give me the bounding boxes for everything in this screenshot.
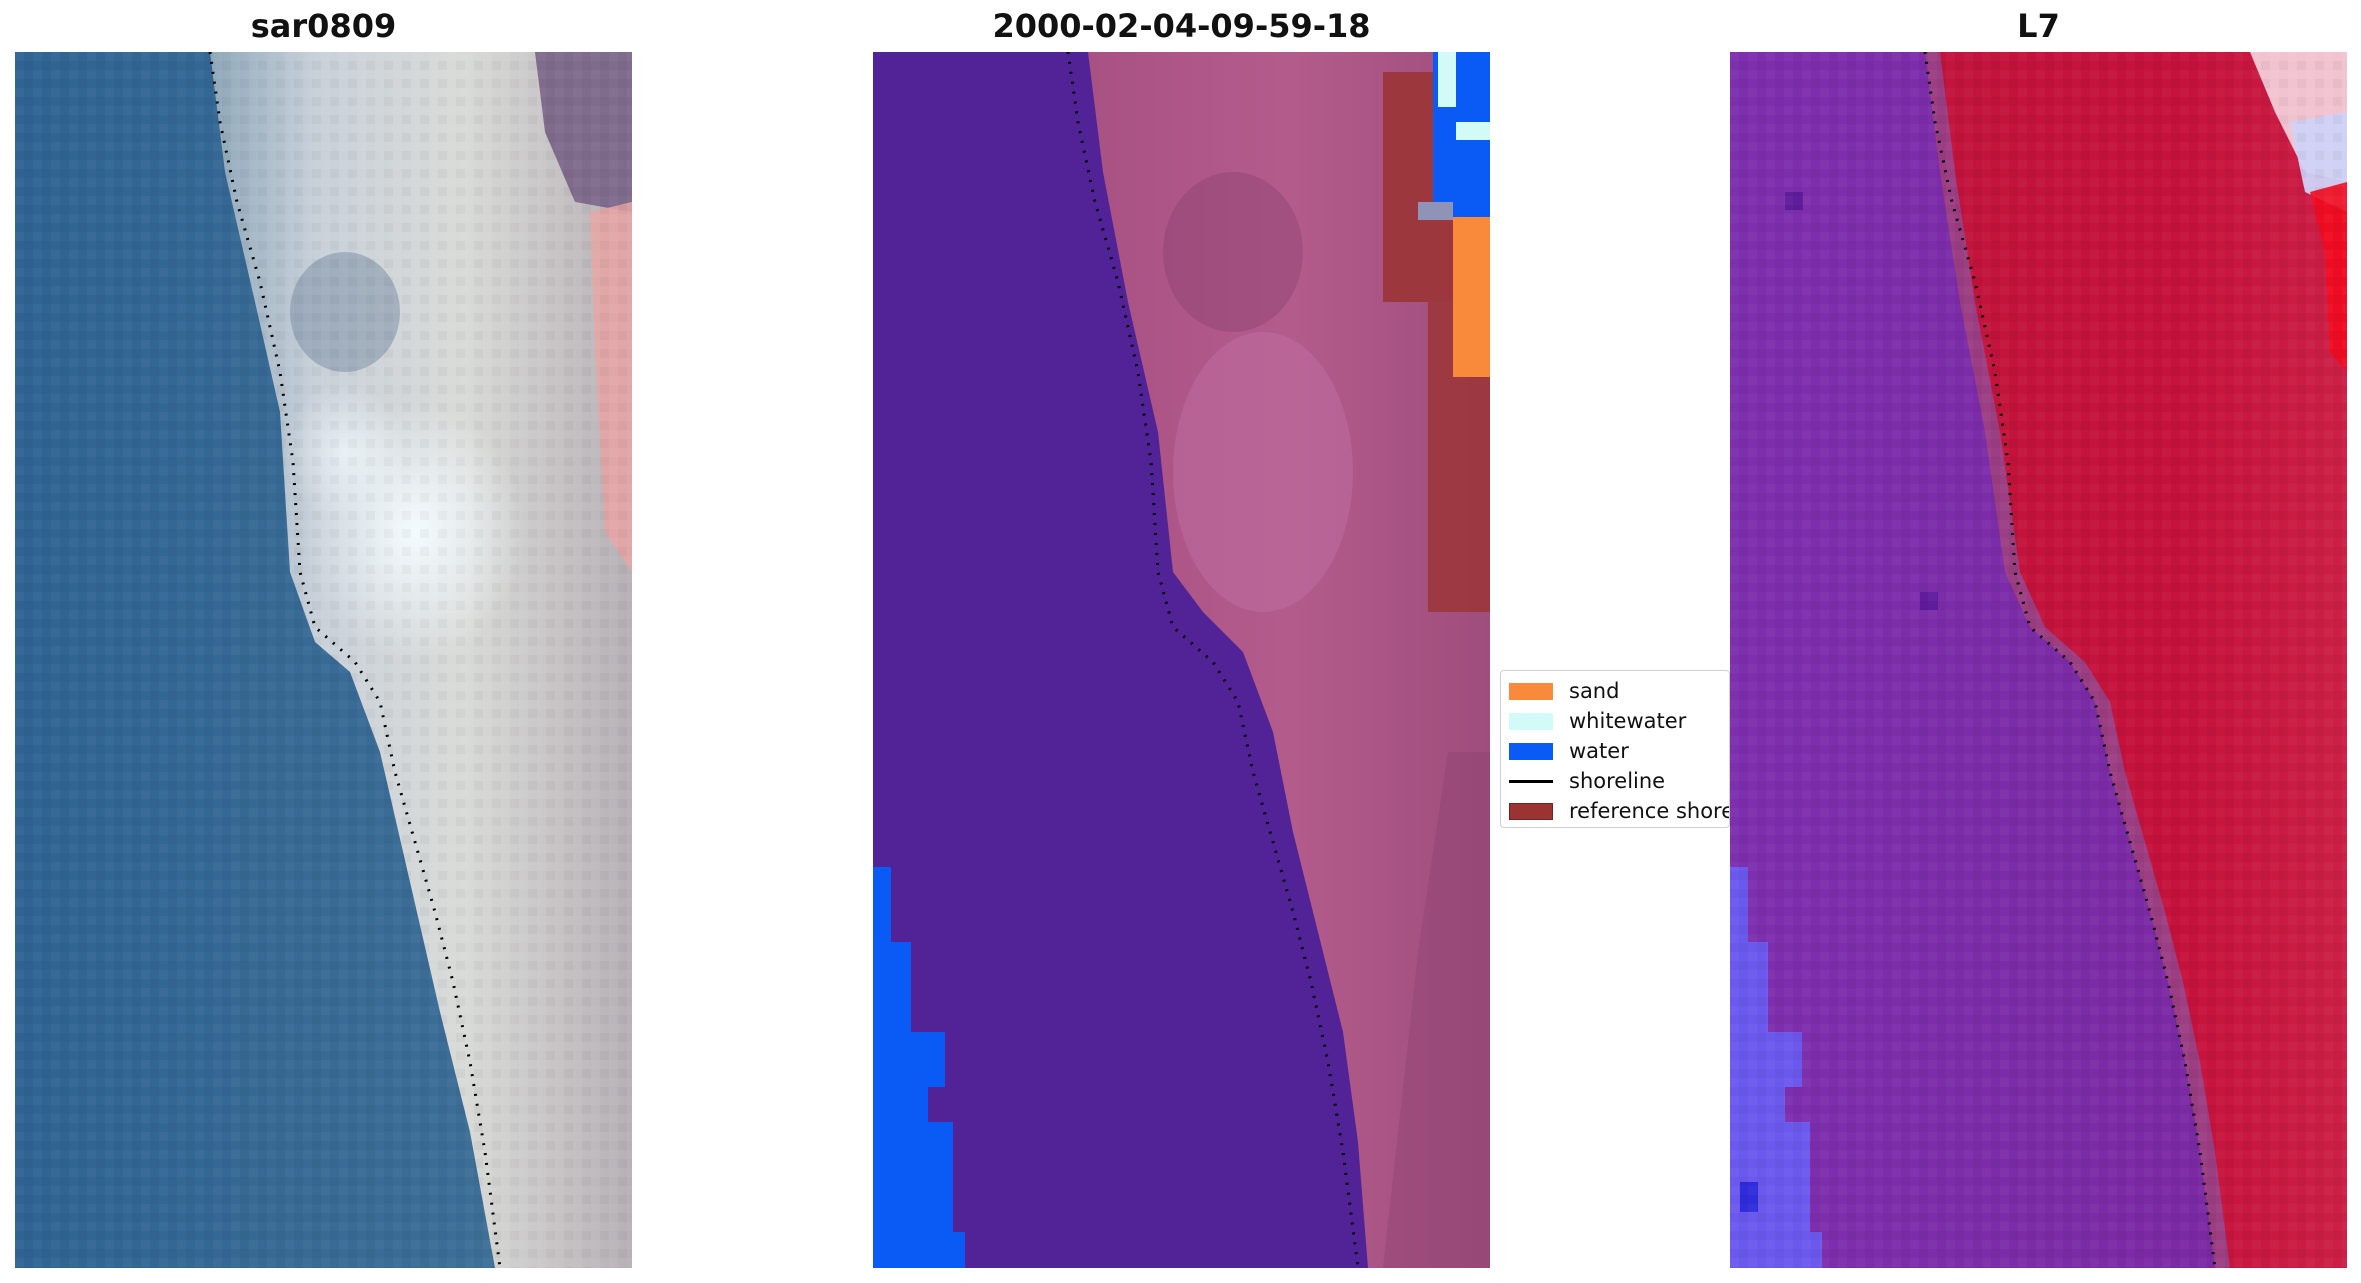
legend-label: shoreline [1569, 769, 1666, 793]
whitewater-swatch [1509, 712, 1553, 730]
legend-item-water: water [1509, 739, 1629, 763]
classified-image-panel [873, 52, 1490, 1268]
reference-shoreline-swatch [1509, 802, 1553, 820]
class-whitewater-area [1438, 52, 1456, 107]
title-panel-2: 2000-02-04-09-59-18 [992, 7, 1371, 45]
legend-item-shoreline: shoreline [1509, 769, 1665, 793]
legend-label: water [1569, 739, 1629, 763]
title-panel-3: L7 [2017, 7, 2060, 45]
legend-label: whitewater [1569, 709, 1687, 733]
shoreline-line-swatch [1509, 779, 1553, 783]
legend: sand whitewater water shoreline referenc… [1500, 670, 1730, 828]
legend-item-reference-shoreline: reference shoreline [1509, 799, 1729, 823]
legend-label: sand [1569, 679, 1620, 703]
legend-label: reference shoreline [1569, 799, 1729, 823]
title-panel-1: sar0809 [250, 7, 397, 45]
legend-item-whitewater: whitewater [1509, 709, 1686, 733]
sand-swatch [1509, 682, 1553, 700]
class-sand-area [1453, 217, 1490, 377]
false-color-image-panel [1730, 52, 2347, 1268]
legend-item-sand: sand [1509, 679, 1619, 703]
rgb-image-panel [15, 52, 632, 1268]
water-swatch [1509, 742, 1553, 760]
